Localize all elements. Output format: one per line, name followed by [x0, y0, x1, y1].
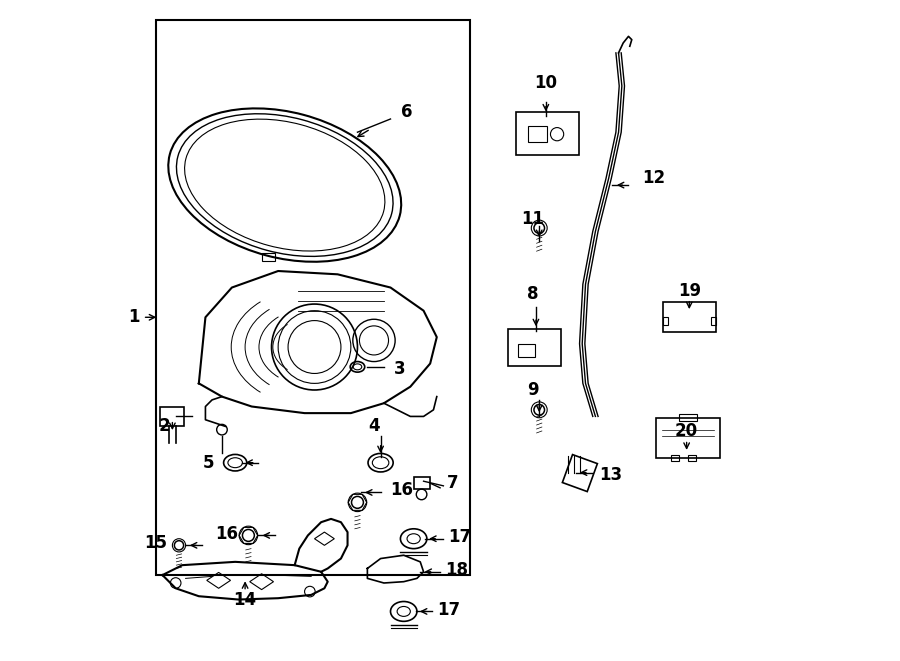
Bar: [262, 253, 274, 261]
Text: 10: 10: [535, 73, 557, 92]
Bar: [671, 455, 680, 461]
Text: 3: 3: [394, 360, 405, 378]
Text: 1: 1: [129, 308, 140, 327]
Text: 17: 17: [449, 527, 472, 546]
Bar: [518, 344, 535, 357]
Text: 11: 11: [521, 210, 544, 229]
Text: 9: 9: [526, 381, 538, 399]
Bar: [562, 455, 598, 492]
Text: 7: 7: [446, 473, 458, 492]
Bar: [160, 407, 184, 426]
Text: 6: 6: [401, 103, 413, 122]
Text: 15: 15: [144, 534, 167, 553]
Bar: [528, 126, 546, 142]
Bar: [662, 317, 668, 325]
Text: 12: 12: [642, 169, 665, 188]
Text: 20: 20: [675, 422, 698, 440]
Bar: [688, 455, 696, 461]
Text: 18: 18: [446, 561, 468, 579]
Bar: [414, 477, 430, 489]
Bar: [711, 317, 716, 325]
Text: 14: 14: [233, 591, 256, 609]
Text: 2: 2: [158, 417, 170, 436]
Text: 17: 17: [436, 601, 460, 619]
Text: 8: 8: [526, 285, 538, 303]
Text: 4: 4: [368, 417, 380, 436]
Bar: [679, 414, 698, 421]
Text: 16: 16: [215, 525, 238, 543]
Text: 13: 13: [598, 465, 622, 484]
Text: 16: 16: [391, 481, 413, 500]
Text: 19: 19: [678, 282, 701, 300]
Text: 5: 5: [203, 453, 214, 472]
